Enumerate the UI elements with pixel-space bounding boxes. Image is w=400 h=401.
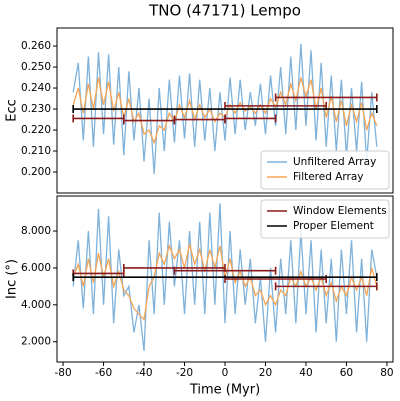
x-tick-label: -20 <box>176 367 193 379</box>
x-tick-label: -60 <box>95 367 112 379</box>
window-segment <box>274 282 378 291</box>
y-tick-label: 6.000 <box>21 262 51 274</box>
window-segment <box>224 275 328 283</box>
y-tick-label: 0.240 <box>21 82 51 94</box>
y-tick-label: 0.230 <box>21 103 51 115</box>
window-segment <box>224 114 277 123</box>
legend-label: Window Elements <box>293 205 387 217</box>
data-line <box>72 43 378 175</box>
x-tick-label: 0 <box>222 367 229 379</box>
legend-box <box>260 150 390 190</box>
window-segment <box>173 266 277 275</box>
legend-label: Filtered Array <box>293 171 364 183</box>
x-tick-label: 60 <box>340 367 353 379</box>
chart-title: TNO (47171) Lempo <box>148 2 301 20</box>
y-tick-label: 0.220 <box>21 124 51 136</box>
window-segment <box>72 105 378 114</box>
window-segment <box>72 273 378 282</box>
data-line <box>72 203 378 352</box>
window-segment <box>274 93 378 102</box>
x-tick-label: 20 <box>259 367 272 379</box>
y-axis-label: Inc (°) <box>5 259 20 299</box>
x-axis-label: Time (Myr) <box>189 383 260 398</box>
x-tick-label: 80 <box>380 367 393 379</box>
axes-frame <box>56 195 394 363</box>
y-tick-label: 8.000 <box>21 225 51 237</box>
y-tick-label: 0.200 <box>21 166 51 178</box>
x-tick-label: -80 <box>54 367 71 379</box>
legend-label: Unfiltered Array <box>293 156 376 168</box>
y-tick-label: 0.250 <box>21 61 51 73</box>
axes-frame <box>56 27 394 194</box>
y-tick-label: 2.000 <box>21 336 51 348</box>
y-tick-label: 0.260 <box>21 40 51 52</box>
y-tick-label: 4.000 <box>21 299 51 311</box>
y-tick-label: 0.210 <box>21 145 51 157</box>
x-tick-label: 40 <box>299 367 312 379</box>
y-axis-label: Ecc <box>5 99 20 122</box>
legend-box <box>260 199 390 239</box>
x-tick-label: -40 <box>135 367 152 379</box>
legend-label: Proper Element <box>293 220 374 232</box>
